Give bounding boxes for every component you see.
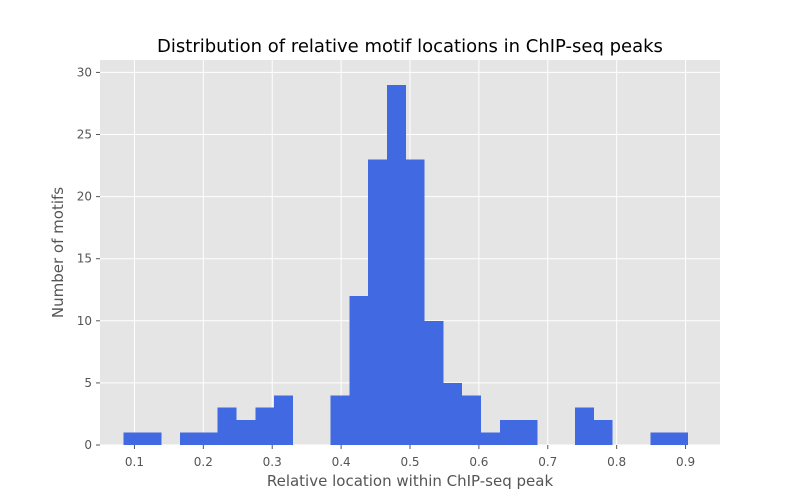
histogram-bar — [198, 432, 218, 445]
y-tick-label: 30 — [77, 65, 92, 79]
y-tick-label: 15 — [77, 252, 92, 266]
x-tick-label: 0.6 — [469, 455, 488, 469]
x-tick-label: 0.1 — [125, 455, 144, 469]
histogram-bar — [236, 420, 256, 445]
y-tick-label: 20 — [77, 190, 92, 204]
y-tick-label: 0 — [84, 438, 92, 452]
x-tick-label: 0.7 — [538, 455, 557, 469]
x-axis-ticks: 0.1 0.2 0.3 0.4 0.5 0.6 0.7 0.8 0.9 — [125, 445, 695, 469]
histogram-bars — [123, 84, 688, 445]
histogram-bar — [368, 159, 387, 445]
histogram-bar — [424, 320, 444, 445]
histogram-bar — [217, 407, 237, 445]
histogram-bar — [499, 420, 519, 445]
y-tick-label: 5 — [84, 376, 92, 390]
x-tick-label: 0.9 — [676, 455, 695, 469]
histogram-bar — [593, 420, 613, 445]
x-tick-label: 0.2 — [194, 455, 213, 469]
histogram-bar — [650, 432, 670, 445]
y-axis-ticks: 0 5 10 15 20 25 30 — [77, 65, 100, 452]
histogram-bar — [274, 395, 293, 445]
histogram-bar — [575, 407, 594, 445]
histogram-bar — [405, 159, 425, 445]
histogram-bar — [330, 395, 350, 445]
x-tick-label: 0.4 — [332, 455, 351, 469]
histogram-bar — [518, 420, 538, 445]
y-axis-label: Number of motifs — [49, 187, 67, 318]
histogram-bar — [443, 382, 463, 445]
histogram-bar — [349, 295, 369, 445]
x-tick-label: 0.5 — [400, 455, 419, 469]
histogram-bar — [180, 432, 199, 445]
histogram-bar — [255, 407, 275, 445]
histogram-bar — [386, 84, 406, 445]
x-tick-label: 0.3 — [263, 455, 282, 469]
histogram-bar — [142, 432, 162, 445]
histogram-bar — [462, 395, 482, 445]
y-tick-label: 25 — [77, 128, 92, 142]
histogram-bar — [123, 432, 143, 445]
histogram-bar — [481, 432, 500, 445]
histogram-bar — [669, 432, 688, 445]
y-tick-label: 10 — [77, 314, 92, 328]
x-axis-label: Relative location within ChIP-seq peak — [267, 472, 554, 490]
x-tick-label: 0.8 — [607, 455, 626, 469]
chart-title: Distribution of relative motif locations… — [157, 36, 663, 57]
